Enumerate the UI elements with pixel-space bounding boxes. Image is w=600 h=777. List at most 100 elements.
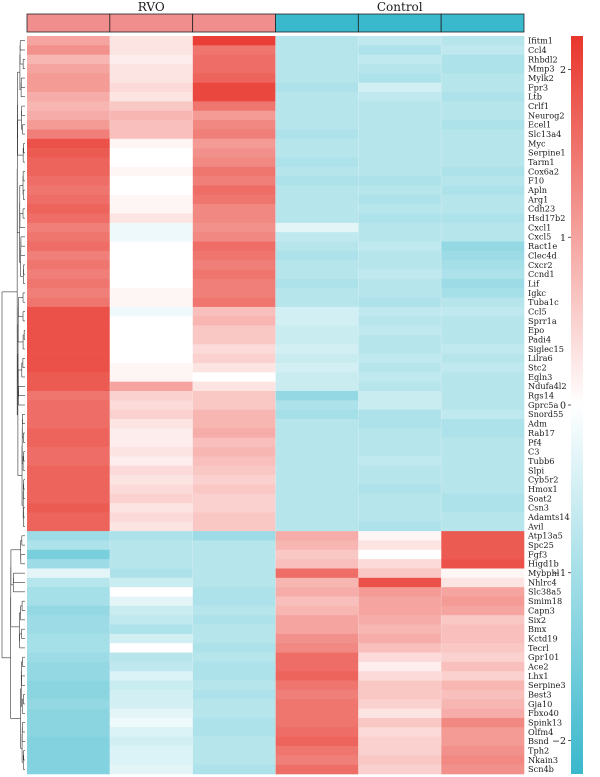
gene-label: C3 bbox=[528, 447, 539, 457]
heatmap-cell bbox=[192, 157, 276, 168]
gene-label: Siglec15 bbox=[528, 344, 564, 354]
gene-label: Lhx1 bbox=[528, 671, 549, 681]
heatmap-cell bbox=[275, 204, 359, 214]
heatmap-cell bbox=[27, 624, 111, 635]
colorbar-tick-label: 0 bbox=[560, 401, 566, 412]
gene-label: Slc38a5 bbox=[528, 587, 561, 597]
heatmap-cell bbox=[441, 297, 525, 308]
heatmap-cell bbox=[192, 559, 276, 569]
heatmap-cell bbox=[27, 540, 111, 551]
heatmap-cell bbox=[192, 241, 276, 252]
heatmap-cell bbox=[441, 92, 525, 102]
heatmap-cell bbox=[192, 334, 276, 345]
heatmap-cell bbox=[27, 344, 111, 354]
gene-label: F10 bbox=[528, 176, 544, 186]
heatmap-cell bbox=[275, 306, 359, 317]
colorbar-tick-label: −1 bbox=[552, 568, 566, 579]
heatmap-cell bbox=[358, 390, 442, 401]
heatmap-cell bbox=[275, 325, 359, 336]
gene-labels: Ifitm1Ccl4Rhbdl2Mmp3Mylk2Fpr3LtbCrlf1Neu… bbox=[527, 36, 570, 775]
heatmap-cell bbox=[358, 381, 442, 392]
heatmap-cell bbox=[27, 362, 111, 373]
heatmap-cell bbox=[27, 755, 111, 765]
heatmap-cell bbox=[109, 288, 193, 298]
heatmap-cell bbox=[275, 587, 359, 597]
gene-label: Slc13a4 bbox=[528, 129, 561, 139]
heatmap-cell bbox=[275, 176, 359, 186]
gene-label: Gprc5a bbox=[528, 400, 558, 410]
heatmap-cell bbox=[109, 428, 193, 438]
gene-label: Sprr1a bbox=[528, 316, 557, 326]
heatmap-cell bbox=[27, 101, 111, 112]
heatmap-cell bbox=[192, 671, 276, 681]
heatmap-cell bbox=[109, 419, 193, 429]
heatmap-cell bbox=[192, 45, 276, 55]
heatmap-cell bbox=[109, 82, 193, 93]
heatmap-cell bbox=[275, 278, 359, 289]
heatmap-cell bbox=[358, 680, 442, 691]
heatmap-cell bbox=[27, 643, 111, 653]
heatmap-cell bbox=[27, 316, 111, 326]
heatmap-cell bbox=[192, 605, 276, 616]
heatmap-cell bbox=[358, 615, 442, 625]
heatmap-cell bbox=[192, 615, 276, 625]
heatmap-cell bbox=[27, 493, 111, 504]
heatmap-cell bbox=[358, 447, 442, 457]
heatmap-cell bbox=[192, 390, 276, 401]
heatmap-cell bbox=[275, 755, 359, 765]
heatmap-cell bbox=[358, 475, 442, 485]
gene-label: Ltb bbox=[528, 92, 542, 102]
gene-label: Ract1e bbox=[528, 241, 557, 251]
heatmap-cell bbox=[441, 633, 525, 644]
heatmap-cell bbox=[275, 316, 359, 326]
heatmap-cell bbox=[109, 717, 193, 728]
gene-label: Fbxo40 bbox=[528, 708, 559, 718]
heatmap-cell bbox=[192, 148, 276, 158]
heatmap-cell bbox=[192, 176, 276, 186]
heatmap-cell bbox=[27, 157, 111, 168]
heatmap-cell bbox=[192, 503, 276, 513]
colorbar-tick-label: −2 bbox=[552, 736, 566, 747]
heatmap-cell bbox=[192, 269, 276, 280]
heatmap-cell bbox=[109, 297, 193, 308]
heatmap-cell bbox=[109, 521, 193, 532]
heatmap-cell bbox=[109, 157, 193, 168]
heatmap-cell bbox=[109, 92, 193, 102]
heatmap-cell bbox=[109, 344, 193, 354]
heatmap-cell bbox=[109, 316, 193, 326]
heatmap-cell bbox=[441, 568, 525, 579]
heatmap-cell bbox=[275, 493, 359, 504]
heatmap-cell bbox=[27, 708, 111, 719]
heatmap-cell bbox=[27, 82, 111, 93]
heatmap-cell bbox=[192, 325, 276, 336]
heatmap-cell bbox=[441, 615, 525, 625]
gene-label: Nhlrc4 bbox=[528, 577, 557, 587]
heatmap-cell bbox=[441, 278, 525, 289]
heatmap-cell bbox=[275, 727, 359, 737]
heatmap-cell bbox=[275, 437, 359, 448]
heatmap-cell bbox=[358, 73, 442, 84]
heatmap-cell bbox=[192, 633, 276, 644]
heatmap-cell bbox=[358, 708, 442, 719]
heatmap-cell bbox=[275, 120, 359, 130]
heatmap-cell bbox=[109, 540, 193, 551]
heatmap-cell bbox=[109, 120, 193, 130]
heatmap-cell bbox=[441, 36, 525, 46]
heatmap-cell bbox=[358, 129, 442, 140]
heatmap-cell bbox=[358, 419, 442, 429]
heatmap-cell bbox=[358, 120, 442, 130]
heatmap-cell bbox=[275, 717, 359, 728]
heatmap-cell bbox=[441, 540, 525, 551]
heatmap-cell bbox=[27, 484, 111, 495]
gene-label: Epo bbox=[528, 325, 544, 335]
heatmap-cell bbox=[358, 194, 442, 205]
heatmap-cell bbox=[192, 447, 276, 457]
heatmap-cell bbox=[441, 493, 525, 504]
heatmap-cell bbox=[441, 764, 525, 775]
heatmap-cell bbox=[109, 437, 193, 448]
heatmap-cell bbox=[192, 409, 276, 420]
heatmap-cell bbox=[275, 362, 359, 373]
heatmap-cell bbox=[275, 297, 359, 308]
heatmap-cell bbox=[358, 54, 442, 65]
heatmap-cell bbox=[192, 652, 276, 663]
